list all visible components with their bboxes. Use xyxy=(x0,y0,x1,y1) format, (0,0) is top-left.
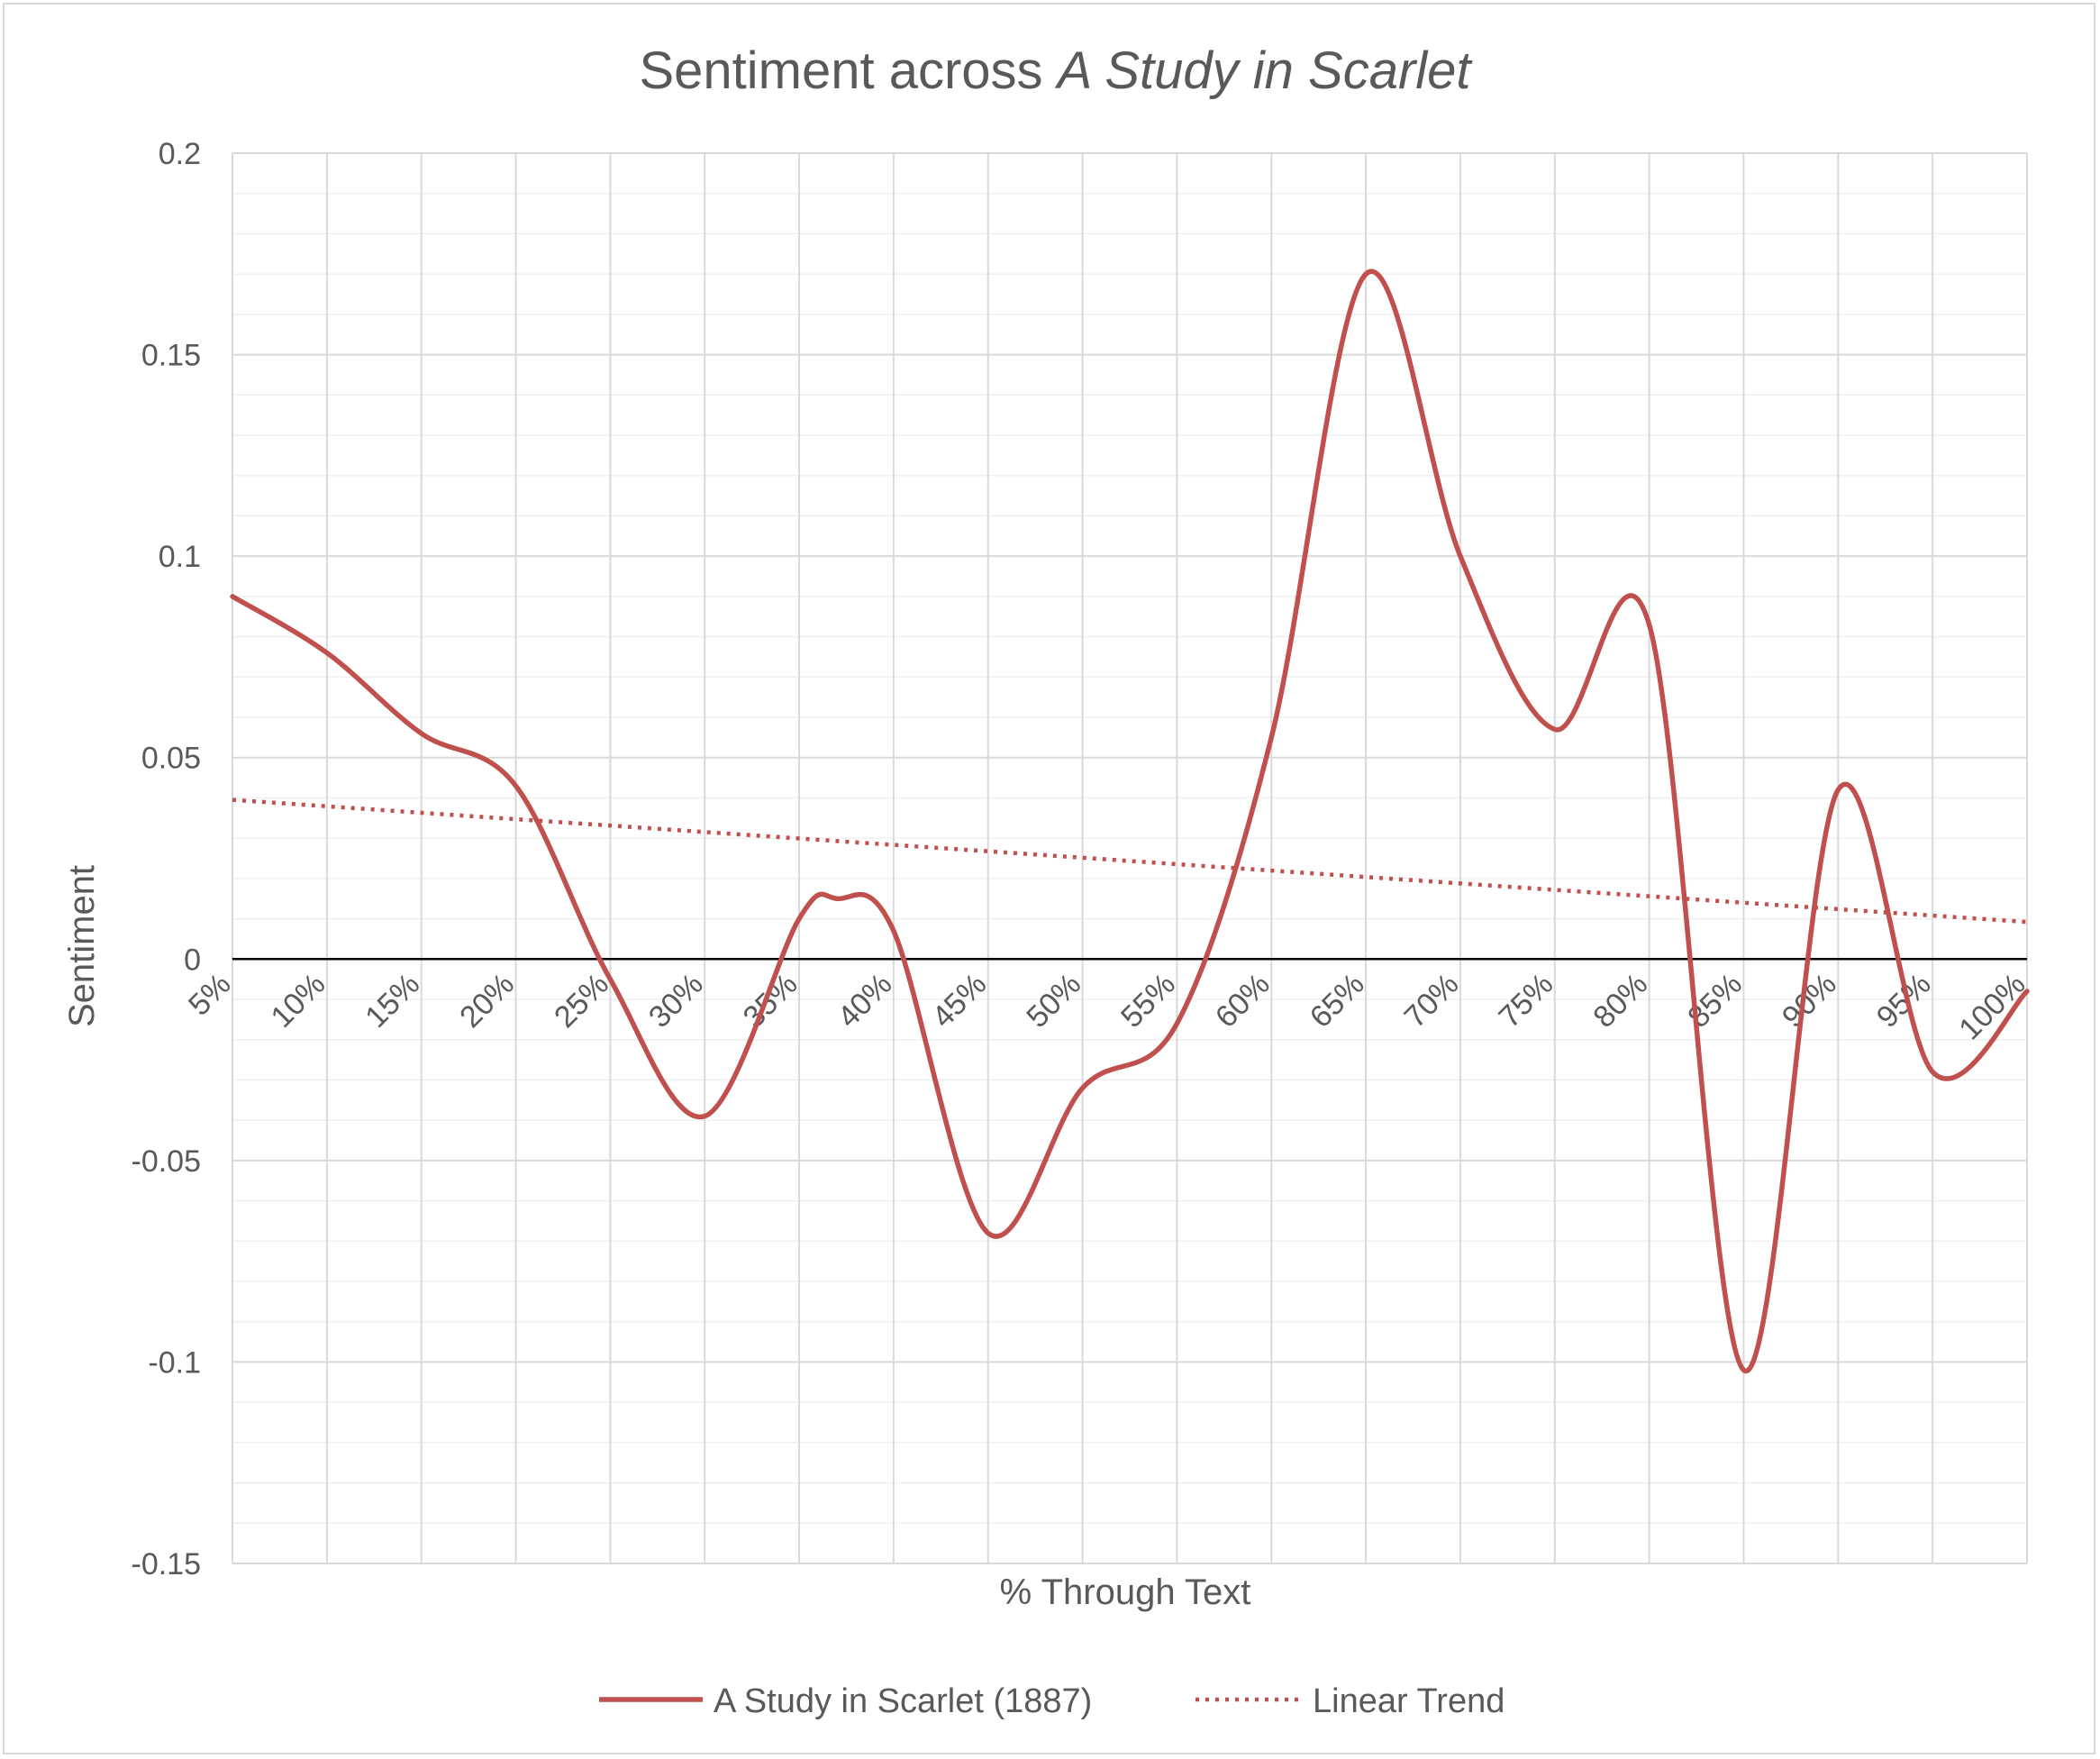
y-tick-label: 0.15 xyxy=(141,339,201,373)
legend-label-series: A Study in Scarlet (1887) xyxy=(714,1682,1092,1720)
y-tick-label: -0.15 xyxy=(132,1547,202,1581)
grid-major xyxy=(232,152,2028,1564)
x-axis-title: % Through Text xyxy=(1000,1572,1251,1612)
series-line xyxy=(230,269,2030,1373)
x-tick-label: 100% xyxy=(1952,967,2032,1046)
legend-label-trend: Linear Trend xyxy=(1313,1682,1505,1720)
legend: A Study in Scarlet (1887) Linear Trend xyxy=(599,1682,1505,1720)
y-axis-ticks: 0.2 0.15 0.1 0.05 0 -0.05 -0.1 -0.15 xyxy=(132,137,202,1581)
y-axis-title: Sentiment xyxy=(62,865,102,1027)
chart-svg: Sentiment across A Study in Scarlet 0.20… xyxy=(62,41,2032,1720)
x-tick-label: 30% xyxy=(642,967,710,1034)
x-axis-ticks: 5% 10% 15% 20% 25% 30% 35% 40% 45% 50% 55% 60% 65% 70… xyxy=(182,967,2032,1046)
x-tick-label: 25% xyxy=(548,967,615,1034)
x-tick-label: 50% xyxy=(1020,967,1087,1034)
y-tick-label: 0.05 xyxy=(141,742,201,776)
x-tick-label: 35% xyxy=(737,967,805,1034)
x-tick-label: 15% xyxy=(359,967,426,1034)
y-tick-label: 0.2 xyxy=(159,137,201,171)
chart-title: Sentiment across A Study in Scarlet xyxy=(639,41,1473,100)
x-tick-label: 75% xyxy=(1492,967,1559,1034)
chart-frame: Sentiment across A Study in Scarlet 0.2 0… xyxy=(3,3,2095,1754)
y-tick-label: 0.1 xyxy=(159,540,201,574)
x-tick-label: 65% xyxy=(1304,967,1371,1034)
x-tick-label: 10% xyxy=(265,967,332,1034)
x-tick-label: 80% xyxy=(1586,967,1654,1034)
x-tick-label: 20% xyxy=(453,967,521,1034)
x-tick-label: 55% xyxy=(1114,967,1182,1034)
x-tick-label: 40% xyxy=(832,967,899,1034)
x-tick-label: 60% xyxy=(1209,967,1277,1034)
x-tick-label: 90% xyxy=(1776,967,1843,1034)
y-tick-label: 0 xyxy=(184,943,201,977)
y-tick-label: -0.1 xyxy=(148,1345,201,1380)
grid-minor xyxy=(232,192,2027,1525)
trend-line xyxy=(232,797,2028,925)
y-tick-label: -0.05 xyxy=(132,1144,202,1179)
x-tick-label: 70% xyxy=(1398,967,1466,1034)
x-tick-label: 45% xyxy=(925,967,993,1034)
